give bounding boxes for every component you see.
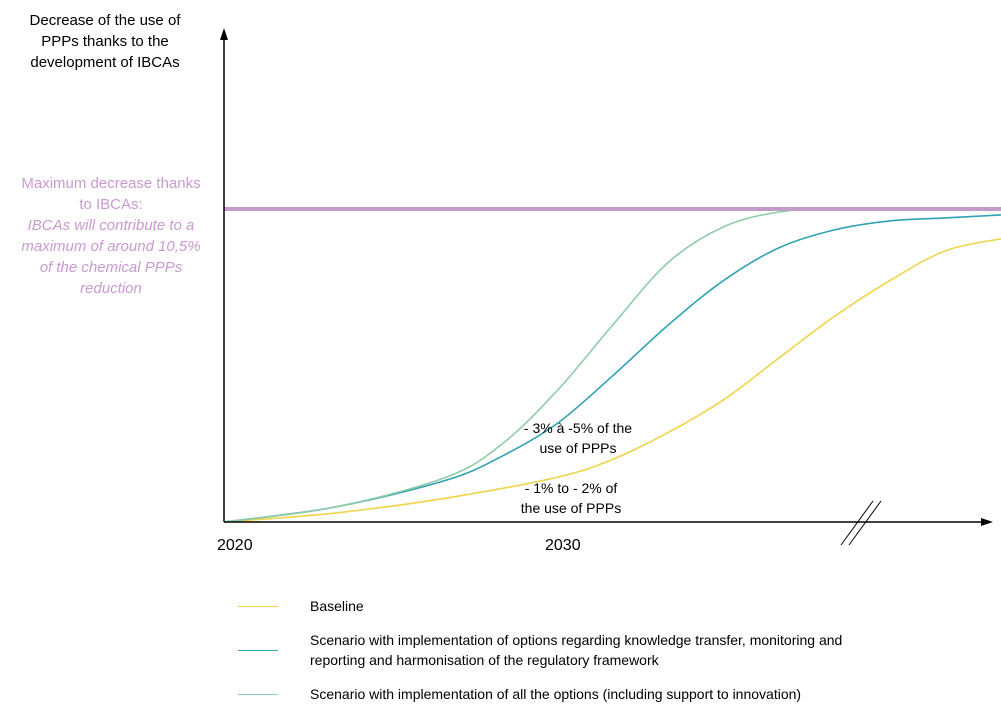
annotation-line: use of PPPs	[539, 440, 617, 456]
legend-label-line: reporting and harmonisation of the regul…	[310, 652, 659, 668]
y-axis-title-line: Decrease of the use of	[29, 12, 181, 29]
max-decrease-label: Maximum decrease thanks to IBCAs: IBCAs …	[0, 173, 222, 299]
annotation-lower: - 1% to - 2% of the use of PPPs	[491, 478, 651, 518]
max-label-line: Maximum decrease thanks	[21, 175, 201, 192]
annotation-line: the use of PPPs	[520, 500, 622, 516]
legend-swatch	[238, 606, 278, 607]
legend-label-line: Scenario with implementation of all the …	[310, 686, 802, 702]
series-line-1	[223, 214, 1001, 523]
y-axis-title-line: development of IBCAs	[30, 54, 180, 71]
x-tick-label: 2030	[545, 537, 581, 554]
axis-break-mark-1	[840, 500, 874, 546]
y-axis-title: Decrease of the use of PPPs thanks to th…	[10, 10, 200, 73]
max-label-italic-line: maximum of around 10,5%	[21, 238, 201, 255]
annotation-upper: - 3% à -5% of the use of PPPs	[498, 418, 658, 458]
y-axis-title-line: PPPs thanks to the	[41, 33, 169, 50]
legend-swatch	[238, 694, 278, 695]
legend-label: Scenario with implementation of options …	[310, 630, 990, 670]
legend-label-line: Baseline	[310, 598, 364, 614]
max-label-italic-line: of the chemical PPPs	[39, 259, 183, 276]
max-label-italic-line: IBCAs will contribute to a	[27, 217, 195, 234]
legend-swatch	[238, 650, 278, 651]
series-line-0	[223, 238, 1001, 523]
max-label-italic-line: reduction	[80, 280, 142, 297]
annotation-line: - 1% to - 2% of	[524, 480, 618, 496]
x-tick-label: 2020	[217, 537, 253, 554]
x-axis-arrow-icon	[981, 518, 993, 526]
series-layer	[223, 207, 1001, 523]
max-label-line: to IBCAs:	[79, 196, 143, 213]
axis-break-mark-2	[848, 500, 882, 546]
y-axis-arrow-icon	[220, 28, 228, 40]
legend-label-line: Scenario with implementation of options …	[310, 632, 843, 648]
series-line-2	[223, 207, 1001, 523]
legend-label: Scenario with implementation of all the …	[310, 684, 990, 704]
legend-label: Baseline	[310, 596, 990, 616]
annotation-line: - 3% à -5% of the	[523, 420, 633, 436]
